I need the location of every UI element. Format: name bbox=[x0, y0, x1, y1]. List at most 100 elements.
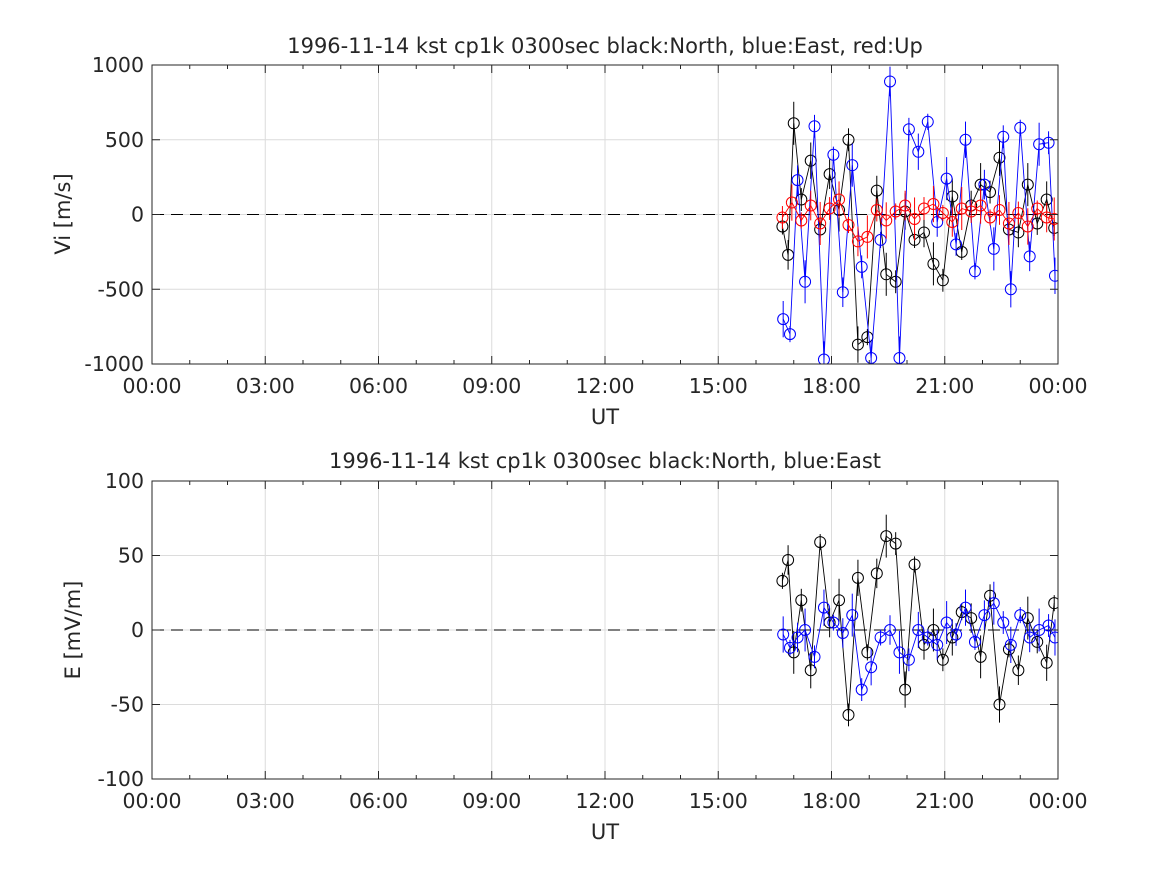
efield-data-point bbox=[804, 664, 817, 677]
efield-data-point bbox=[880, 530, 893, 543]
velocity-data-point bbox=[776, 211, 789, 224]
velocity-data-point bbox=[993, 151, 1006, 164]
efield-data-point bbox=[936, 653, 949, 666]
efield-data-point bbox=[993, 698, 1006, 711]
efield-data-point bbox=[782, 553, 795, 566]
efield-data-point bbox=[799, 624, 812, 636]
efield-y-tick-label: -50 bbox=[111, 693, 144, 717]
velocity-data-point bbox=[1004, 283, 1017, 296]
efield-data-point bbox=[808, 650, 821, 663]
velocity-data-point bbox=[955, 202, 968, 215]
velocity-data-point bbox=[902, 123, 915, 136]
velocity-data-point bbox=[1033, 138, 1046, 151]
velocity-data-point bbox=[827, 148, 840, 161]
velocity-data-point bbox=[870, 184, 883, 197]
velocity-x-tick-label: 21:00 bbox=[915, 374, 974, 398]
velocity-x-axis-label: UT bbox=[591, 405, 619, 429]
efield-data-point bbox=[874, 631, 887, 644]
velocity-data-point bbox=[1021, 178, 1034, 191]
efield-y-tick-label: 50 bbox=[118, 544, 144, 568]
efield-data bbox=[776, 514, 1058, 727]
velocity-data-point bbox=[940, 172, 953, 185]
efield-y-tick-label: 0 bbox=[131, 618, 144, 642]
velocity-data-point bbox=[1042, 136, 1055, 149]
efield-data-point bbox=[870, 567, 883, 580]
efield-x-tick-label: 12:00 bbox=[575, 789, 634, 813]
efield-x-tick-label: 00:00 bbox=[122, 789, 181, 813]
efield-data-point bbox=[1042, 619, 1055, 632]
velocity-chart-title: 1996-11-14 kst cp1k 0300sec black:North,… bbox=[287, 34, 923, 58]
efield-y-tick-label: -100 bbox=[97, 767, 144, 791]
velocity-data-point bbox=[795, 214, 808, 227]
velocity-data-point bbox=[931, 215, 944, 228]
velocity-data-point bbox=[804, 199, 817, 212]
velocity-data-point bbox=[884, 75, 897, 88]
velocity-data-point bbox=[927, 257, 940, 270]
efield-x-tick-label: 00:00 bbox=[1028, 789, 1087, 813]
efield-y-tick-label: 100 bbox=[105, 469, 144, 493]
velocity-data-point bbox=[1031, 217, 1044, 230]
velocity-data-point bbox=[791, 174, 804, 187]
efield-data-point bbox=[889, 537, 902, 550]
velocity-data-point bbox=[921, 115, 934, 128]
efield-data-point bbox=[846, 609, 859, 622]
velocity-x-tick-label: 00:00 bbox=[1028, 374, 1087, 398]
velocity-data-point bbox=[799, 275, 812, 288]
efield-x-tick-label: 03:00 bbox=[236, 789, 295, 813]
velocity-data-point bbox=[968, 265, 981, 278]
efield-series-east bbox=[777, 581, 1058, 701]
velocity-x-tick-label: 12:00 bbox=[575, 374, 634, 398]
efield-data-point bbox=[931, 638, 944, 651]
efield-x-tick-label: 06:00 bbox=[349, 789, 408, 813]
efield-data-point bbox=[902, 653, 915, 666]
efield-x-tick-label: 15:00 bbox=[689, 789, 748, 813]
velocity-data-point bbox=[987, 242, 1000, 255]
velocity-data-point bbox=[997, 130, 1010, 143]
velocity-data-point bbox=[993, 204, 1006, 217]
velocity-data-point bbox=[880, 214, 893, 227]
velocity-x-tick-label: 15:00 bbox=[689, 374, 748, 398]
velocity-data-point bbox=[870, 204, 883, 217]
efield-data-point bbox=[865, 661, 878, 674]
velocity-panel: 00:00 03:00 06:00 09:00 12:00 15:00 18:00 21:00… bbox=[51, 34, 1088, 429]
velocity-data-point bbox=[984, 211, 997, 224]
velocity-data bbox=[776, 66, 1058, 364]
efield-data-point bbox=[1021, 612, 1034, 625]
efield-data-point bbox=[884, 624, 897, 636]
velocity-data-point bbox=[927, 198, 940, 211]
velocity-data-point bbox=[889, 275, 902, 288]
efield-data-point bbox=[908, 558, 921, 571]
efield-data-point bbox=[1023, 631, 1036, 644]
efield-ticks: 00:00 03:00 06:00 09:00 12:00 15:00 18:00 21:00… bbox=[97, 469, 1087, 813]
velocity-data-point bbox=[889, 205, 902, 218]
efield-data-point bbox=[987, 597, 1000, 610]
efield-data-point bbox=[777, 628, 790, 641]
efield-data-point bbox=[893, 646, 906, 659]
efield-data-point bbox=[978, 609, 991, 622]
velocity-data-point bbox=[1040, 211, 1053, 224]
velocity-data-point bbox=[974, 199, 987, 212]
velocity-data-point bbox=[946, 215, 959, 228]
efield-data-point bbox=[836, 626, 849, 639]
velocity-data-point bbox=[936, 274, 949, 287]
velocity-data-point bbox=[861, 230, 874, 243]
velocity-data-point bbox=[917, 226, 930, 239]
efield-data-point bbox=[997, 616, 1010, 629]
velocity-y-tick-label: -1000 bbox=[84, 352, 144, 376]
efield-data-point bbox=[1048, 597, 1058, 610]
velocity-data-point bbox=[851, 338, 864, 351]
velocity-y-tick-label: 0 bbox=[131, 203, 144, 227]
velocity-x-tick-label: 09:00 bbox=[462, 374, 521, 398]
velocity-series-line bbox=[782, 198, 1055, 242]
efield-data-point bbox=[795, 594, 808, 607]
velocity-data-point bbox=[1014, 121, 1027, 134]
velocity-data-point bbox=[1031, 202, 1044, 215]
velocity-data-point bbox=[1002, 217, 1015, 230]
efield-data-point bbox=[1040, 656, 1053, 669]
velocity-data-point bbox=[808, 120, 821, 133]
velocity-series-up bbox=[776, 181, 1058, 259]
efield-data-point bbox=[1031, 635, 1044, 648]
velocity-data-point bbox=[1048, 212, 1058, 225]
velocity-data-point bbox=[836, 286, 849, 299]
